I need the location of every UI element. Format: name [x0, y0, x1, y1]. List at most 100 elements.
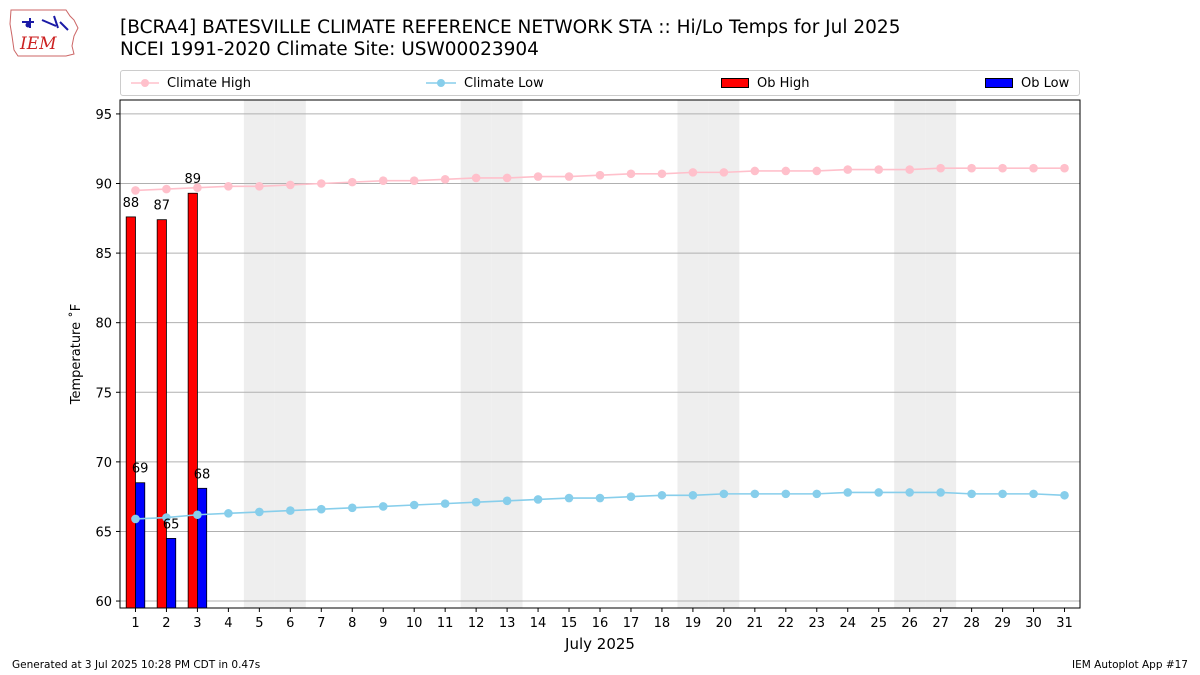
y-tick-label: 95: [95, 108, 112, 123]
x-tick-label: 5: [255, 616, 263, 631]
climate-high-point: [316, 179, 326, 188]
data-labels: 88 87 89 69 65 68: [123, 172, 211, 532]
x-tick-label: 10: [406, 616, 423, 631]
x-tick-label: 3: [193, 616, 201, 631]
x-tick-label: 14: [530, 616, 547, 631]
x-tick-label: 15: [561, 616, 578, 631]
ob-low-label: 68: [194, 467, 211, 482]
x-tick-label: 2: [162, 616, 170, 631]
climate-high-point: [843, 165, 853, 174]
climate-low-point: [502, 496, 512, 506]
generated-timestamp: Generated at 3 Jul 2025 10:28 PM CDT in …: [12, 659, 261, 671]
y-tick-label: 60: [95, 595, 112, 610]
x-tick-label: 26: [901, 616, 918, 631]
climate-high-point: [286, 180, 295, 190]
ob-high-label: 88: [123, 196, 140, 211]
climate-high-point: [719, 168, 729, 177]
climate-low-point: [162, 513, 171, 522]
legend-label-climate-low: Climate Low: [464, 75, 544, 91]
x-tick-label: 9: [379, 616, 387, 631]
ob-low-bar: [166, 538, 177, 609]
weekend-band: [708, 100, 740, 608]
x-tick-label: 24: [839, 616, 856, 631]
weekend-band: [925, 100, 957, 608]
climate-low-point: [440, 499, 450, 508]
climate-high-point: [812, 166, 822, 176]
climate-high-point: [224, 181, 233, 191]
chart-legend: Climate High Climate Low Ob High Ob Low: [120, 70, 1080, 96]
climate-high-point: [998, 163, 1007, 173]
ob-high-bar: [156, 219, 167, 609]
ob-high-swatch: [721, 78, 749, 88]
climate-low-point: [224, 509, 233, 518]
ob-high-label: 89: [185, 172, 202, 187]
y-tick-label: 85: [95, 247, 112, 262]
ob-low-bar: [197, 487, 208, 609]
climate-high-swatch: [131, 79, 159, 87]
climate-low-point: [1029, 489, 1038, 499]
climate-low-point: [781, 489, 791, 499]
ob-high-bar: [187, 192, 198, 609]
x-tick-label: 4: [224, 616, 232, 631]
x-tick-label: 19: [685, 616, 702, 631]
y-axis-ticks: 60 65 70 75 80 85 90 95: [95, 108, 120, 610]
x-tick-label: 13: [499, 616, 516, 631]
climate-high-point: [440, 175, 450, 184]
climate-high-point: [595, 170, 605, 180]
x-tick-label: 23: [809, 616, 826, 631]
climate-high-point: [1029, 163, 1038, 173]
ob-low-label: 65: [163, 517, 180, 532]
climate-low-point: [255, 507, 264, 517]
climate-high-point: [502, 173, 512, 183]
climate-high-point: [781, 166, 791, 176]
y-axis-label: Temperature ˚F: [68, 304, 84, 405]
climate-low-point: [874, 488, 884, 497]
climate-low-point: [719, 489, 729, 499]
legend-label-climate-high: Climate High: [167, 75, 252, 91]
climate-low-point: [316, 504, 326, 514]
climate-low-point: [626, 492, 636, 501]
weekend-band: [894, 100, 926, 608]
x-tick-label: 6: [286, 616, 294, 631]
climate-low-point: [998, 489, 1007, 499]
x-tick-label: 17: [623, 616, 640, 631]
climate-low-point: [750, 489, 760, 499]
climate-high-point: [626, 169, 636, 179]
y-tick-label: 65: [95, 525, 112, 540]
x-tick-label: 1: [131, 616, 139, 631]
climate-high-point: [750, 166, 760, 176]
weekend-band: [677, 100, 709, 608]
x-tick-label: 20: [716, 616, 733, 631]
climate-low-point: [378, 502, 388, 511]
climate-high-point: [347, 177, 357, 187]
legend-item-climate-low: Climate Low: [426, 71, 544, 95]
iowa-state-outline-icon: IEM: [9, 9, 79, 57]
climate-low-point: [193, 510, 202, 520]
weekend-band: [491, 100, 523, 608]
climate-low-point: [657, 490, 667, 500]
y-tick-label: 80: [95, 317, 112, 332]
climate-low-point: [936, 488, 945, 497]
y-tick-label: 75: [95, 386, 112, 401]
climate-low-point: [533, 495, 543, 504]
x-axis-label: July 2025: [564, 635, 635, 653]
weekend-bands: [243, 100, 957, 608]
chart-title: [BCRA4] BATESVILLE CLIMATE REFERENCE NET…: [120, 17, 901, 38]
climate-low-point: [688, 490, 698, 500]
x-tick-label: 31: [1056, 616, 1073, 631]
climate-high-point: [471, 173, 481, 183]
ob-high-label: 87: [154, 199, 171, 214]
x-tick-label: 21: [747, 616, 764, 631]
x-tick-label: 30: [1025, 616, 1042, 631]
y-tick-label: 70: [95, 456, 112, 471]
climate-low-point: [967, 489, 976, 499]
climate-lines: [131, 163, 1069, 524]
y-tick-label: 90: [95, 178, 112, 193]
climate-low-point: [131, 514, 140, 524]
climate-low-point: [1060, 490, 1069, 500]
x-axis-ticks: 1 2 3 4 5 6 7 8 9 10 11 12 13 14 15 16 17 18 19 20 21 22 23 24 2…: [131, 608, 1073, 631]
climate-high-point: [131, 186, 140, 195]
climate-low-point: [286, 506, 295, 515]
climate-high-point: [409, 176, 419, 186]
